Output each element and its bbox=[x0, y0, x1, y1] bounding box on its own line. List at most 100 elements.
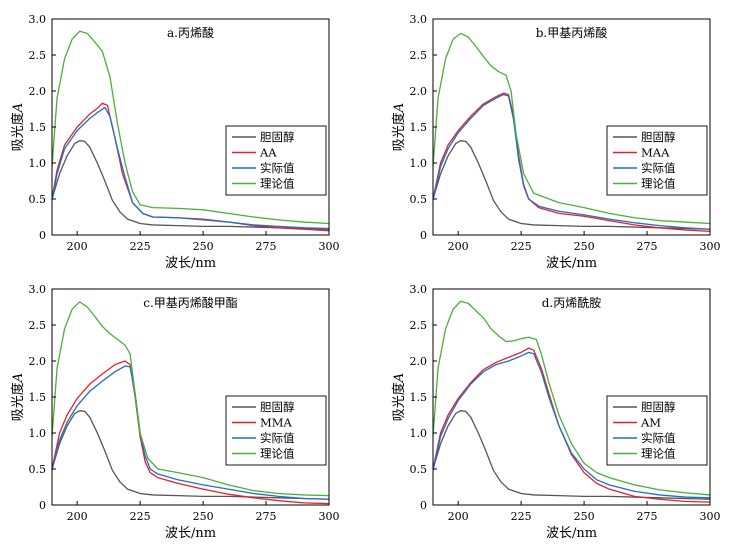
y-tick-label: 2.5 bbox=[29, 49, 47, 62]
y-axis-label: 吸光度A bbox=[391, 373, 407, 421]
x-tick-label: 200 bbox=[67, 240, 88, 253]
series-line-3 bbox=[433, 351, 710, 499]
chart-panel-1: 200 225 250 275 300 0 0.5 1.0 1.5 2.0 2.5 3.0 a.丙烯酸波… bbox=[10, 13, 340, 271]
y-tick-label: 0.5 bbox=[29, 463, 47, 476]
chart-panel-4: 200 225 250 275 300 0 0.5 1.0 1.5 2.0 2.5 3.0 d.丙烯酰胺… bbox=[391, 283, 721, 541]
series-line-2 bbox=[52, 360, 329, 505]
x-axis-label: 波长/nm bbox=[165, 256, 216, 271]
y-tick-label: 1.0 bbox=[29, 157, 47, 170]
chart-panel-3: 200 225 250 275 300 0 0.5 1.0 1.5 2.0 2.5 3.0 c.甲基丙烯… bbox=[10, 283, 340, 541]
y-tick-label: 1.0 bbox=[410, 157, 428, 170]
x-tick-label: 250 bbox=[193, 510, 214, 523]
x-axis-label: 波长/nm bbox=[546, 256, 597, 271]
y-tick-label: 2.0 bbox=[29, 355, 47, 368]
x-tick-label: 275 bbox=[637, 240, 658, 253]
legend-label: 理论值 bbox=[641, 177, 676, 191]
x-axis-label: 波长/nm bbox=[546, 526, 597, 541]
y-axis-label-text: 吸光度 bbox=[10, 382, 26, 421]
series-lines bbox=[52, 301, 329, 505]
legend-label: 理论值 bbox=[260, 177, 295, 191]
y-tick-label: 0.5 bbox=[410, 193, 428, 206]
y-tick-label: 0 bbox=[39, 499, 46, 512]
y-tick-label: 1.0 bbox=[29, 427, 47, 440]
series-line-1 bbox=[433, 140, 710, 230]
legend-label: AA bbox=[259, 146, 277, 160]
x-tick-label: 275 bbox=[256, 240, 277, 253]
legend-label: 实际值 bbox=[260, 431, 295, 445]
x-tick-label: 225 bbox=[511, 510, 532, 523]
series-line-3 bbox=[52, 106, 329, 230]
y-tick-label: 1.5 bbox=[410, 121, 428, 134]
y-tick-label: 2.5 bbox=[410, 49, 428, 62]
y-axis-label: 吸光度A bbox=[10, 103, 26, 151]
legend-label: 理论值 bbox=[641, 447, 676, 461]
x-tick-label: 300 bbox=[700, 240, 721, 253]
chart-panels: 200 225 250 275 300 0 0.5 1.0 1.5 2.0 2.5 3.0 a.丙烯酸波… bbox=[10, 13, 721, 541]
x-tick-label: 300 bbox=[700, 510, 721, 523]
x-tick-label: 300 bbox=[319, 240, 340, 253]
y-axis-label-text: 吸光度 bbox=[391, 382, 407, 421]
x-tick-label: 250 bbox=[574, 240, 595, 253]
y-tick-label: 3.0 bbox=[410, 283, 428, 296]
y-tick-label: 1.5 bbox=[29, 391, 47, 404]
legend-label: AM bbox=[640, 416, 661, 430]
series-line-2 bbox=[433, 347, 710, 503]
legend-label: 理论值 bbox=[260, 447, 295, 461]
x-tick-label: 275 bbox=[256, 510, 277, 523]
legend-label: 实际值 bbox=[260, 161, 295, 175]
x-axis-label: 波长/nm bbox=[165, 526, 216, 541]
panel-title: a.丙烯酸 bbox=[167, 25, 214, 40]
legend-label: 实际值 bbox=[641, 161, 676, 175]
legend-label: 胆固醇 bbox=[641, 400, 676, 414]
y-tick-label: 3.0 bbox=[29, 13, 47, 26]
y-axis-label-text: 吸光度 bbox=[391, 112, 407, 151]
y-axis-label-variable: A bbox=[392, 373, 407, 383]
series-lines bbox=[433, 32, 710, 233]
series-line-1 bbox=[433, 410, 710, 500]
series-line-4 bbox=[52, 301, 329, 497]
series-line-1 bbox=[52, 140, 329, 230]
x-tick-label: 300 bbox=[319, 510, 340, 523]
legend-label: MMA bbox=[260, 416, 293, 430]
y-axis-label-variable: A bbox=[11, 103, 26, 113]
series-line-4 bbox=[433, 300, 710, 496]
y-tick-label: 1.5 bbox=[29, 121, 47, 134]
x-tick-label: 200 bbox=[448, 510, 469, 523]
y-tick-label: 2.5 bbox=[29, 319, 47, 332]
y-tick-label: 2.5 bbox=[410, 319, 428, 332]
panel-title: d.丙烯酰胺 bbox=[542, 296, 602, 310]
y-tick-label: 0 bbox=[420, 229, 427, 242]
y-tick-label: 0 bbox=[420, 499, 427, 512]
y-tick-label: 3.0 bbox=[410, 13, 428, 26]
legend-label: 实际值 bbox=[641, 431, 676, 445]
legend-label: 胆固醇 bbox=[260, 130, 295, 144]
y-tick-label: 1.0 bbox=[410, 427, 428, 440]
y-axis-label: 吸光度A bbox=[391, 103, 407, 151]
y-tick-label: 2.0 bbox=[410, 85, 428, 98]
y-tick-label: 3.0 bbox=[29, 283, 47, 296]
x-tick-label: 275 bbox=[637, 510, 658, 523]
legend-label: 胆固醇 bbox=[260, 400, 295, 414]
x-tick-label: 200 bbox=[448, 240, 469, 253]
y-axis-label: 吸光度A bbox=[10, 373, 26, 421]
y-tick-label: 2.0 bbox=[410, 355, 428, 368]
series-line-4 bbox=[52, 30, 329, 225]
y-axis-label-variable: A bbox=[392, 103, 407, 113]
y-tick-label: 1.5 bbox=[410, 391, 428, 404]
y-axis-label-variable: A bbox=[11, 373, 26, 383]
series-line-4 bbox=[433, 32, 710, 225]
x-tick-label: 225 bbox=[511, 240, 532, 253]
x-tick-label: 225 bbox=[130, 240, 151, 253]
y-axis-label-text: 吸光度 bbox=[10, 112, 26, 151]
panel-title: c.甲基丙烯酸甲酯 bbox=[143, 295, 238, 310]
y-tick-label: 0.5 bbox=[29, 193, 47, 206]
series-line-3 bbox=[433, 93, 710, 230]
x-tick-label: 200 bbox=[67, 510, 88, 523]
chart-panel-2: 200 225 250 275 300 0 0.5 1.0 1.5 2.0 2.5 3.0 b.甲基丙烯… bbox=[391, 13, 721, 271]
series-lines bbox=[52, 30, 329, 232]
y-tick-label: 0 bbox=[39, 229, 46, 242]
